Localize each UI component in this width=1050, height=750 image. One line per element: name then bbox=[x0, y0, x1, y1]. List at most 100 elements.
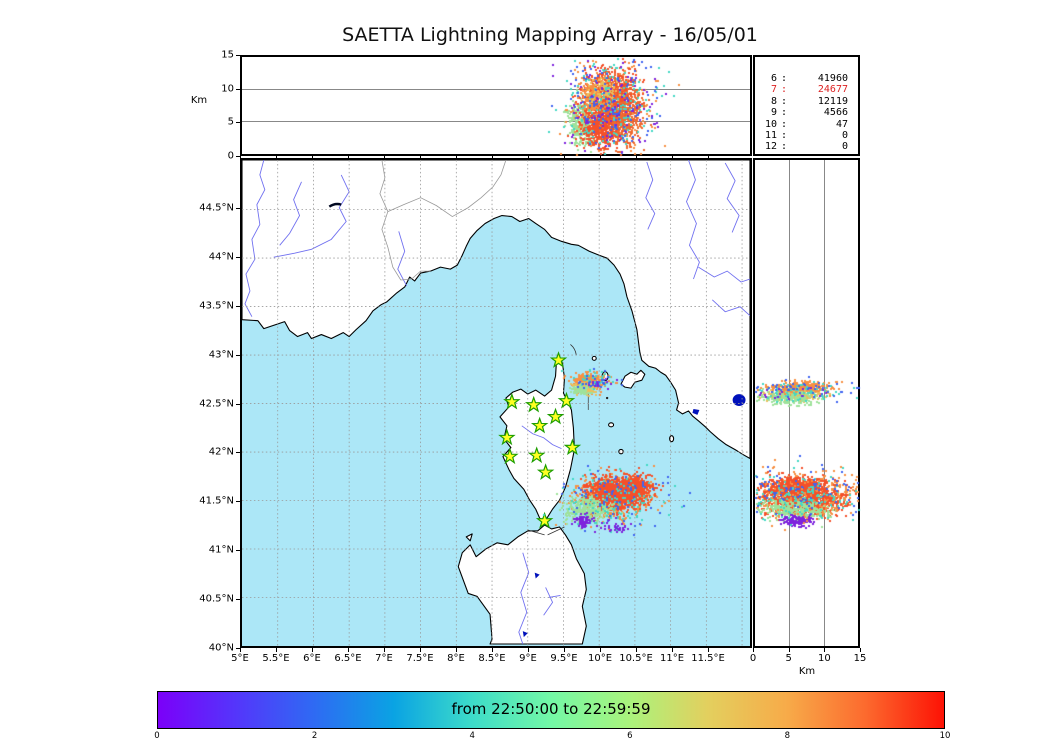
alt-tick: 15 bbox=[221, 49, 234, 61]
montecristo-island bbox=[618, 448, 624, 455]
station-count-row: 11:0 bbox=[764, 130, 848, 142]
tick-mark bbox=[672, 648, 673, 652]
right-km-tick: 15 bbox=[853, 653, 867, 664]
lon-tick: 9.5°E bbox=[550, 653, 578, 664]
colorbar-tick: 10 bbox=[939, 731, 951, 741]
figure-title: SAETTA Lightning Mapping Array - 16/05/0… bbox=[342, 24, 758, 46]
station-count-row: 7:24677 bbox=[770, 84, 848, 96]
tick-mark bbox=[236, 403, 240, 405]
lat-tick: 42°N bbox=[208, 446, 234, 458]
station-count-box: 6:41960 7:24677 8:12119 9:4566 10:47 11:0 12:0 bbox=[753, 55, 860, 156]
altitude-latitude-panel bbox=[753, 158, 860, 648]
lon-tick: 6.5°E bbox=[334, 653, 362, 664]
tick-mark bbox=[236, 648, 240, 649]
tick-mark bbox=[236, 501, 240, 503]
tick-mark bbox=[240, 156, 241, 159]
tick-mark bbox=[312, 156, 313, 159]
tick-mark bbox=[528, 156, 529, 159]
tick-mark bbox=[236, 208, 240, 209]
tick-mark bbox=[276, 156, 277, 159]
lon-tick: 5°E bbox=[231, 653, 249, 664]
lat-tick: 41.5°N bbox=[199, 495, 234, 507]
station-count-row: 12:0 bbox=[764, 141, 848, 153]
gridline-10km bbox=[242, 88, 750, 90]
lon-tick: 11.5°E bbox=[691, 653, 725, 664]
station-count-row: 8:12119 bbox=[770, 95, 848, 107]
tick-mark bbox=[860, 648, 861, 652]
capraia-island bbox=[601, 371, 609, 382]
tick-mark bbox=[236, 305, 240, 307]
tick-mark bbox=[312, 648, 313, 652]
tick-mark bbox=[600, 648, 601, 652]
lat-tick: 42.5°N bbox=[199, 398, 234, 410]
tick-mark bbox=[528, 648, 529, 652]
gridline-5km-v bbox=[789, 160, 791, 646]
tick-mark bbox=[672, 156, 673, 159]
tick-mark bbox=[492, 156, 493, 159]
gridline-5km bbox=[242, 121, 750, 123]
colorbar-tick: 6 bbox=[627, 731, 633, 741]
altitude-longitude-panel bbox=[240, 55, 752, 156]
right-km-tick: 10 bbox=[817, 653, 831, 664]
tick-mark bbox=[348, 648, 349, 652]
tick-mark bbox=[348, 156, 349, 159]
alt-tick: 10 bbox=[221, 83, 234, 95]
lon-tick: 7°E bbox=[375, 653, 393, 664]
gridline-10km-v bbox=[823, 160, 825, 646]
tick-mark bbox=[636, 156, 637, 159]
gorgona-island bbox=[591, 355, 597, 361]
lon-tick: 5.5°E bbox=[262, 653, 290, 664]
time-window-label: from 22:50:00 to 22:59:59 bbox=[451, 700, 651, 718]
right-km-axis-label: Km bbox=[798, 666, 816, 677]
tick-mark bbox=[636, 648, 637, 652]
tick-mark bbox=[384, 156, 385, 159]
map-panel bbox=[240, 158, 752, 648]
colorbar-tick: 0 bbox=[154, 731, 160, 741]
lat-tick: 43.5°N bbox=[199, 300, 234, 312]
right-km-tick: 0 bbox=[749, 653, 757, 664]
colorbar-tick: 8 bbox=[784, 731, 791, 741]
tick-mark bbox=[788, 648, 790, 652]
tick-mark bbox=[420, 156, 421, 159]
tick-mark bbox=[753, 648, 754, 652]
alt-tick: 0 bbox=[227, 150, 234, 162]
lon-tick: 10.5°E bbox=[619, 653, 653, 664]
tick-mark bbox=[236, 55, 240, 56]
tick-mark bbox=[236, 256, 240, 258]
tick-mark bbox=[456, 648, 457, 652]
station-count-row: 6:41960 bbox=[770, 73, 848, 84]
tick-mark bbox=[564, 648, 565, 652]
tick-mark bbox=[236, 354, 240, 356]
tick-mark bbox=[240, 648, 241, 652]
lon-tick: 8°E bbox=[447, 653, 465, 664]
alt-tick: 5 bbox=[227, 116, 234, 128]
bolsena-lake bbox=[732, 394, 746, 406]
tick-mark bbox=[708, 648, 709, 652]
lat-tick: 43°N bbox=[208, 349, 234, 361]
tick-mark bbox=[236, 550, 240, 552]
altitude-axis-label: Km bbox=[190, 95, 208, 106]
tick-mark bbox=[492, 648, 493, 652]
lon-tick: 6°E bbox=[303, 653, 321, 664]
colorbar-tick: 4 bbox=[469, 731, 475, 741]
tick-mark bbox=[420, 648, 421, 652]
tick-mark bbox=[236, 88, 240, 90]
pianosa-island bbox=[608, 422, 615, 428]
tick-mark bbox=[564, 156, 565, 159]
lat-tick: 41°N bbox=[208, 544, 234, 556]
map-svg bbox=[242, 160, 750, 646]
tick-mark bbox=[708, 156, 709, 159]
lon-tick: 11°E bbox=[659, 653, 685, 664]
lat-tick: 40.5°N bbox=[199, 593, 234, 605]
lon-tick: 7.5°E bbox=[406, 653, 434, 664]
lon-tick: 10°E bbox=[587, 653, 613, 664]
tick-mark bbox=[236, 155, 240, 157]
right-km-tick: 5 bbox=[785, 653, 792, 664]
tick-mark bbox=[384, 648, 385, 652]
station-count-row: 10:47 bbox=[764, 118, 848, 130]
lon-tick: 8.5°E bbox=[478, 653, 506, 664]
lat-tick: 44°N bbox=[208, 251, 234, 263]
tick-mark bbox=[236, 122, 240, 124]
tick-mark bbox=[824, 648, 826, 652]
